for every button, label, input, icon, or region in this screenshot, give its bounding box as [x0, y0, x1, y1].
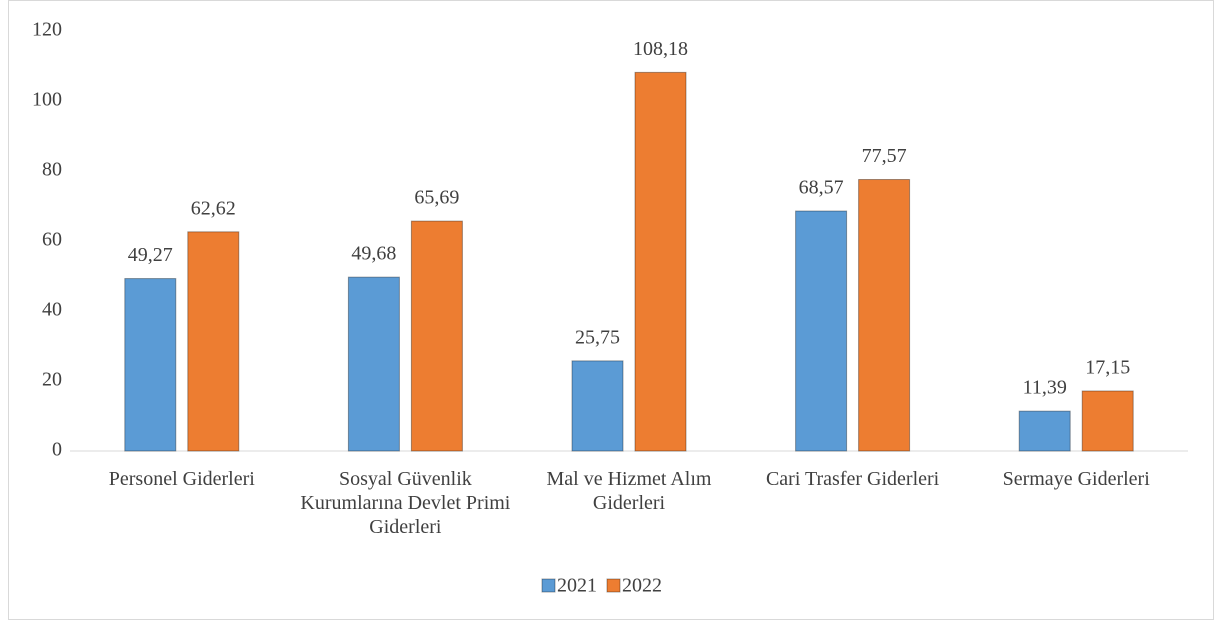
bar	[1018, 410, 1071, 452]
x-tick-label: Personel Giderleri	[108, 468, 255, 490]
bar	[410, 220, 463, 452]
y-tick-label: 120	[32, 19, 62, 41]
value-label: 68,57	[799, 177, 844, 199]
y-tick-label: 20	[42, 369, 62, 391]
bar	[571, 360, 624, 452]
legend-swatch	[606, 578, 621, 593]
x-tick-label: Sosyal Güvenlik Kurumlarına Devlet Primi…	[300, 468, 511, 538]
y-tick-label: 100	[32, 89, 62, 111]
legend-label: 2021	[557, 575, 597, 597]
y-tick-label: 0	[52, 439, 62, 461]
bar	[347, 276, 400, 452]
bar	[124, 278, 177, 452]
bar	[187, 231, 240, 452]
bar	[858, 179, 911, 452]
legend-swatch	[541, 578, 556, 593]
y-tick-label: 60	[42, 229, 62, 251]
value-label: 25,75	[575, 326, 620, 348]
value-label: 49,68	[351, 243, 396, 265]
value-label: 11,39	[1023, 377, 1067, 399]
x-tick-label: Cari Trasfer Giderleri	[765, 468, 940, 490]
legend-label: 2022	[622, 575, 662, 597]
y-tick-label: 80	[42, 159, 62, 181]
x-tick-label: Sermaye Giderleri	[1002, 468, 1150, 490]
value-label: 108,18	[633, 38, 688, 60]
bar	[1081, 390, 1134, 452]
bar	[634, 71, 687, 452]
x-tick-label: Mal ve Hizmet Alım Giderleri	[546, 468, 712, 514]
bar	[795, 210, 848, 452]
value-label: 62,62	[191, 197, 236, 219]
value-label: 17,15	[1085, 357, 1130, 379]
value-label: 65,69	[414, 187, 459, 209]
y-tick-label: 40	[42, 299, 62, 321]
value-label: 49,27	[128, 244, 173, 266]
value-label: 77,57	[862, 145, 907, 167]
